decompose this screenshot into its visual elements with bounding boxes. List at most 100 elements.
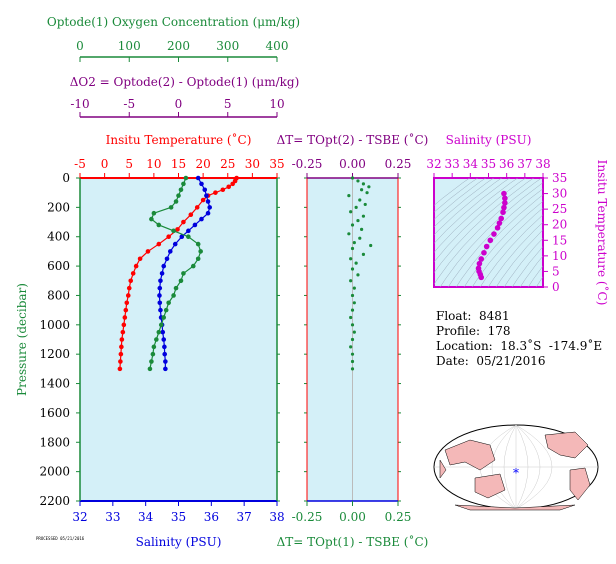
series-point: [154, 337, 159, 342]
dt-bottom-tick-label: 0.00: [339, 510, 366, 524]
series-point: [149, 359, 154, 364]
series-point: [205, 210, 211, 216]
series-point: [192, 222, 198, 228]
series-point: [161, 315, 167, 320]
series-point: [123, 307, 129, 313]
dt-point: [349, 210, 353, 214]
series-point: [213, 190, 218, 195]
ts-point: [475, 265, 482, 272]
series-point: [151, 210, 157, 216]
dt-point: [350, 308, 355, 312]
inset-temp-tick-label: 0: [552, 280, 560, 294]
delta-o2-tick-label: 10: [269, 97, 284, 111]
pressure-tick-label: 2000: [39, 465, 70, 479]
temp-tick-label: -5: [74, 157, 86, 171]
date: Date: 05/21/2016: [436, 354, 546, 368]
density-contour: [535, 276, 543, 287]
salinity-tick-label: 38: [269, 510, 284, 524]
pressure-tick-label: 1200: [39, 347, 70, 361]
inset-temp-tick-label: 35: [552, 171, 567, 185]
temp-tick-label: 20: [195, 157, 210, 171]
pressure-tick-label: 200: [47, 200, 70, 214]
series-point: [173, 285, 179, 291]
series-point: [172, 241, 178, 247]
land-africa-edge: [439, 459, 447, 479]
ts-point: [483, 243, 490, 250]
density-contour: [455, 194, 543, 287]
dt-point: [350, 176, 355, 180]
series-point: [163, 366, 168, 372]
series-point: [128, 278, 134, 284]
series-point: [163, 359, 168, 364]
density-contour: [434, 178, 526, 263]
land-south-america: [569, 467, 591, 501]
series-point: [157, 285, 163, 291]
series-point: [157, 293, 162, 298]
series-point: [118, 359, 123, 364]
temp-tick-label: 5: [125, 157, 133, 171]
series-point: [204, 193, 209, 198]
temp-tick-label: 15: [171, 157, 186, 171]
series-point: [159, 271, 165, 276]
series-point: [173, 199, 179, 204]
density-contour: [434, 178, 542, 285]
salinity-tick-label: 32: [72, 510, 87, 524]
dt-point: [356, 218, 360, 223]
salinity-tick-label: 37: [237, 510, 252, 524]
salinity-tick-label: 35: [171, 510, 186, 524]
series-point: [119, 337, 125, 342]
location: Location: 18.3˚S -174.9˚E: [436, 339, 603, 353]
dt-point: [365, 191, 369, 195]
series-point: [162, 351, 168, 357]
series-point: [156, 241, 162, 247]
inset-contours: [434, 178, 543, 287]
series-point: [195, 256, 201, 262]
dt-point: [350, 223, 355, 227]
ts-point: [494, 225, 501, 231]
land-antarctica: [454, 504, 576, 511]
ts-point: [496, 220, 503, 226]
density-contour: [434, 178, 534, 274]
ts-point: [476, 260, 483, 267]
delta-o2-tick-label: 5: [224, 97, 232, 111]
series-point: [200, 197, 206, 203]
series-point: [162, 344, 167, 350]
series-point: [124, 300, 130, 306]
land-asia: [444, 439, 496, 471]
ts-point: [501, 204, 507, 211]
series-point: [161, 337, 167, 342]
series-point: [147, 366, 153, 372]
density-contour: [447, 188, 543, 287]
dt-point: [360, 188, 364, 192]
land-north-america: [544, 431, 589, 459]
series-point: [190, 263, 196, 269]
inset-sal-tick-label: 32: [426, 157, 441, 171]
delta-o2-axis-title: ΔO2 = Optode(2) - Optode(1) (μm/kg): [70, 75, 300, 89]
series-point: [163, 307, 169, 313]
series-point: [157, 300, 163, 306]
oxygen-tick-label: 200: [167, 39, 190, 53]
series-point: [181, 219, 186, 225]
pressure-axis-label: Pressure (decibar): [15, 283, 29, 396]
dt-point: [361, 214, 366, 218]
series-point: [195, 241, 201, 247]
series-point: [199, 216, 204, 222]
float-location-marker: *: [513, 466, 519, 480]
dt-top-tick-label: 0.00: [339, 157, 366, 171]
dt-point: [360, 227, 364, 231]
salinity-tick-label: 36: [204, 510, 219, 524]
density-contour: [434, 178, 502, 236]
inset-sal-tick-label: 34: [463, 157, 479, 171]
series-point: [118, 351, 124, 357]
dt-bottom-tick-label: 0.25: [385, 510, 412, 524]
series-point: [158, 322, 164, 328]
series-point: [168, 205, 174, 210]
dt-point: [350, 293, 355, 298]
series-point: [167, 249, 173, 254]
dt-top-title: ΔT= TOpt(2) - TSBE (˚C): [277, 132, 429, 147]
pressure-tick-label: 600: [47, 259, 70, 273]
float-id: Float: 8481: [436, 309, 510, 323]
ts-point: [487, 237, 494, 244]
world-map: *: [433, 424, 599, 511]
ts-point: [502, 195, 508, 202]
